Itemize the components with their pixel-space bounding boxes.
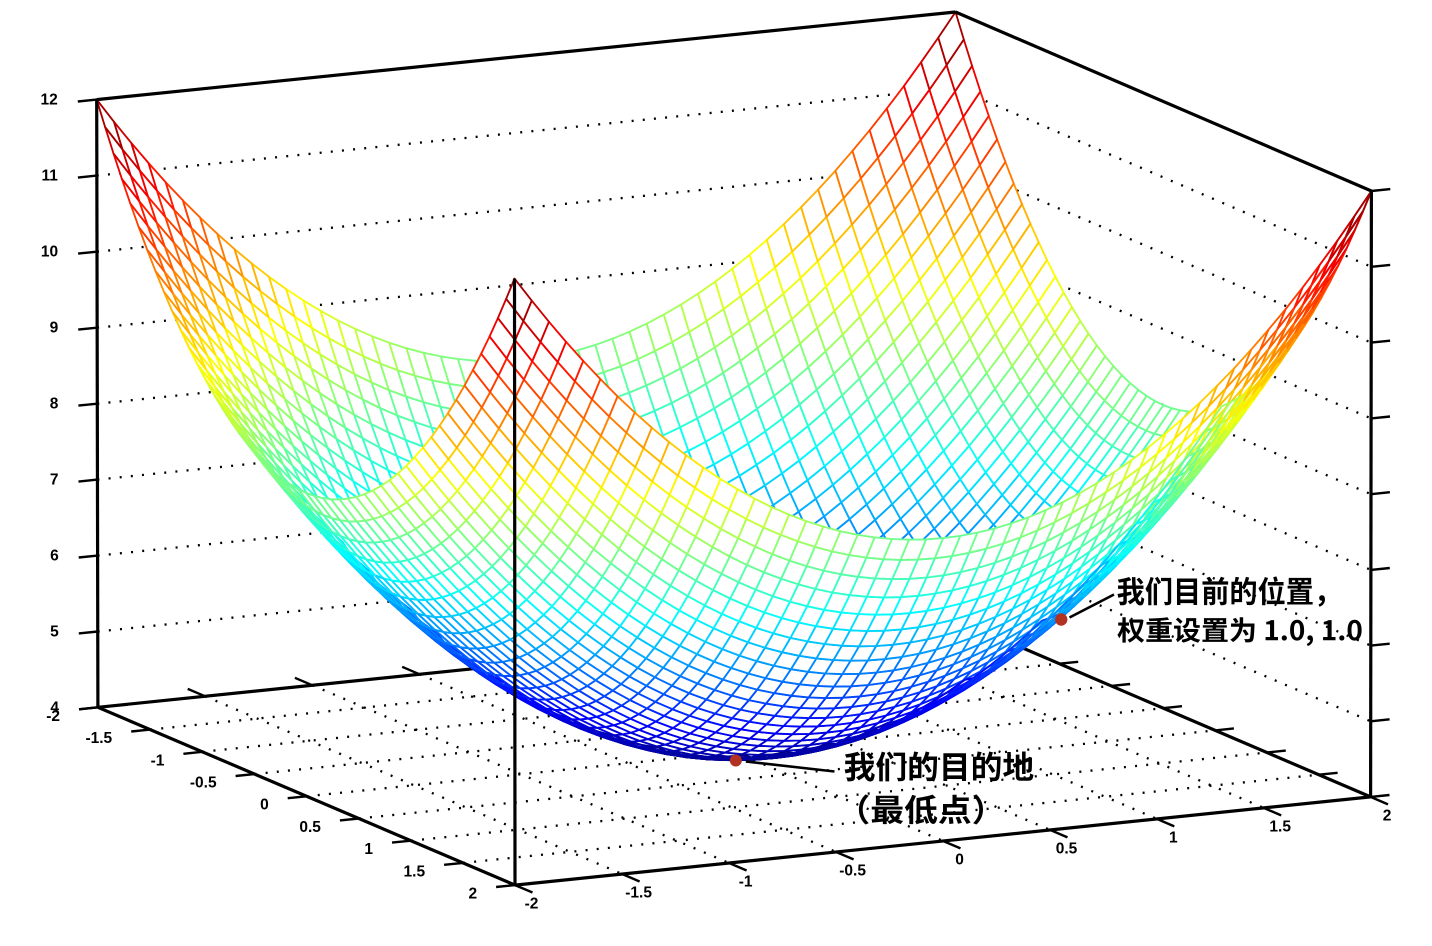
svg-text:-1: -1	[739, 874, 753, 891]
svg-text:7: 7	[50, 472, 59, 489]
svg-text:0.5: 0.5	[299, 819, 321, 836]
svg-text:9: 9	[50, 320, 59, 337]
svg-text:0: 0	[260, 797, 269, 814]
svg-text:5: 5	[50, 624, 59, 641]
svg-text:-0.5: -0.5	[190, 775, 217, 792]
svg-text:-1.5: -1.5	[625, 885, 652, 902]
svg-text:0.5: 0.5	[1056, 840, 1078, 857]
svg-text:8: 8	[50, 396, 59, 413]
svg-text:10: 10	[41, 244, 58, 261]
svg-text:1: 1	[1169, 829, 1178, 846]
svg-text:-2: -2	[525, 896, 539, 913]
svg-text:2: 2	[468, 886, 477, 903]
svg-text:-1.5: -1.5	[85, 730, 112, 747]
svg-text:1.5: 1.5	[404, 863, 426, 880]
svg-text:0: 0	[955, 851, 964, 868]
svg-text:4: 4	[50, 699, 59, 716]
svg-text:-0.5: -0.5	[839, 862, 866, 879]
svg-text:12: 12	[41, 92, 58, 109]
svg-text:1: 1	[364, 841, 373, 858]
svg-text:1.5: 1.5	[1269, 818, 1291, 835]
svg-text:2: 2	[1383, 807, 1392, 824]
svg-text:-2: -2	[46, 708, 60, 725]
svg-text:-1: -1	[151, 752, 165, 769]
svg-text:11: 11	[42, 168, 59, 185]
svg-text:6: 6	[50, 548, 59, 565]
